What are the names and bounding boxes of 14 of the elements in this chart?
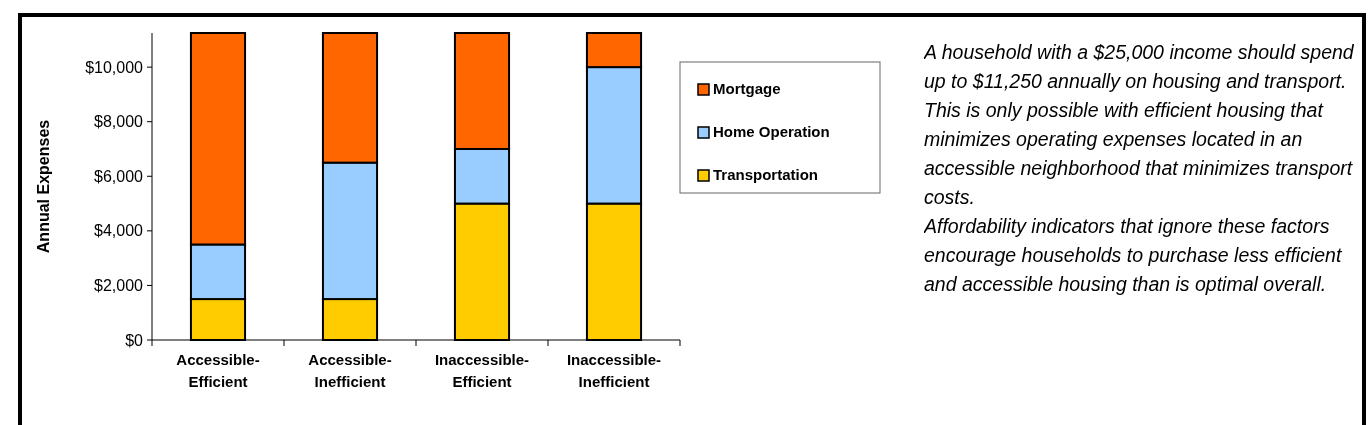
y-tick-label: $4,000 [94, 222, 144, 240]
y-tick-label: $10,000 [85, 58, 144, 76]
x-tick-label: Accessible-Efficient [176, 351, 260, 390]
x-tick-label: Accessible-Inefficient [308, 351, 392, 390]
y-tick-label: $2,000 [94, 277, 144, 295]
x-tick-label: Inaccessible-Inefficient [566, 351, 662, 390]
y-tick-label: $8,000 [94, 113, 144, 131]
legend-label: Home Operation [713, 123, 830, 140]
legend-label: Mortgage [713, 80, 781, 97]
legend-label: Transportation [713, 166, 819, 183]
y-tick-label: $0 [125, 331, 144, 349]
y-tick-label: $6,000 [94, 167, 144, 185]
x-tick-label: Inaccessible-Efficient [434, 351, 530, 390]
y-axis-title: Annual Expenses [35, 119, 52, 254]
